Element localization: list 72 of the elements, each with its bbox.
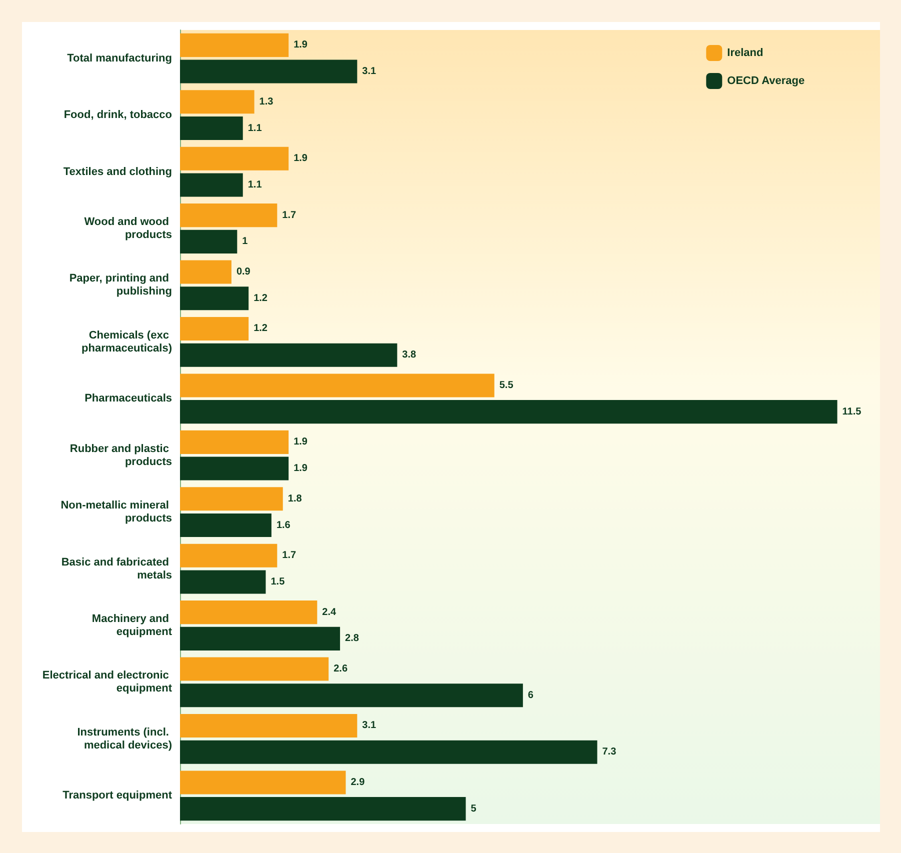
data-label: 6 bbox=[528, 690, 534, 701]
bar bbox=[180, 740, 598, 764]
data-label: 1.2 bbox=[254, 292, 268, 304]
bar bbox=[180, 570, 266, 594]
data-label: 1 bbox=[242, 236, 248, 248]
legend-label: OECD Average bbox=[727, 75, 805, 87]
y-tick-label: Wood and wood products bbox=[84, 216, 172, 241]
bar bbox=[180, 90, 254, 114]
bar bbox=[180, 116, 243, 140]
bar bbox=[180, 286, 249, 310]
y-tick-label: Chemicals (exc pharmaceuticals) bbox=[82, 329, 172, 354]
bar bbox=[180, 544, 278, 568]
y-tick-label: Machinery and equipment bbox=[92, 613, 172, 638]
data-label: 2.4 bbox=[322, 606, 337, 618]
y-tick-label: Total manufacturing bbox=[67, 52, 172, 64]
data-label: 7.3 bbox=[602, 746, 617, 758]
y-tick-label: Rubber and plastic products bbox=[70, 442, 172, 468]
data-label: 5 bbox=[470, 803, 477, 814]
bar bbox=[180, 173, 243, 197]
bar bbox=[180, 456, 289, 480]
bar bbox=[180, 714, 358, 738]
data-label: 1.9 bbox=[294, 463, 308, 474]
data-label: 2.6 bbox=[334, 664, 348, 675]
bar bbox=[180, 400, 838, 424]
bar bbox=[180, 374, 494, 398]
data-label: 1.9 bbox=[294, 40, 308, 51]
y-tick-label: Paper, printing and publishing bbox=[69, 272, 172, 298]
bar bbox=[180, 626, 340, 650]
y-tick-label: Food, drink, tobacco bbox=[64, 109, 172, 122]
data-label: 3.8 bbox=[402, 350, 417, 361]
y-tick-label: Instruments (incl. medical devices) bbox=[77, 726, 172, 752]
y-tick-label: Electrical and electronic equipment bbox=[42, 670, 172, 695]
data-label: 1.9 bbox=[294, 436, 308, 448]
bar bbox=[180, 600, 318, 624]
data-label: 5.5 bbox=[499, 380, 514, 391]
bar bbox=[180, 797, 466, 821]
y-tick-label: Textiles and clothing bbox=[63, 166, 172, 178]
bar bbox=[180, 146, 289, 170]
data-label: 2.8 bbox=[345, 633, 360, 644]
bar bbox=[180, 33, 289, 57]
data-label: 1.1 bbox=[248, 179, 262, 190]
bar bbox=[180, 230, 238, 254]
data-label: 1.2 bbox=[254, 323, 268, 334]
data-label: 11.5 bbox=[842, 406, 862, 418]
bar bbox=[180, 770, 346, 794]
data-label: 1.6 bbox=[276, 520, 291, 531]
bar bbox=[180, 684, 523, 708]
data-label: 3.1 bbox=[362, 720, 377, 732]
data-label: 1.9 bbox=[294, 153, 308, 164]
bar bbox=[180, 657, 329, 681]
data-label: 1.1 bbox=[248, 122, 262, 134]
bar bbox=[180, 204, 278, 228]
y-tick-label: Pharmaceuticals bbox=[84, 392, 172, 405]
bar bbox=[180, 343, 398, 367]
bar bbox=[180, 513, 272, 538]
data-label: 1.8 bbox=[288, 493, 302, 504]
data-label: 0.9 bbox=[236, 266, 251, 278]
data-label: 1.3 bbox=[259, 96, 274, 108]
y-tick-label: Transport equipment bbox=[62, 790, 172, 802]
data-label: 1.7 bbox=[282, 550, 297, 562]
bar bbox=[180, 260, 232, 284]
data-label: 1.7 bbox=[282, 210, 297, 221]
bar bbox=[180, 60, 358, 84]
y-tick-label: Basic and fabricated metals bbox=[61, 556, 172, 582]
data-label: 2.9 bbox=[350, 776, 366, 788]
bar bbox=[180, 430, 289, 454]
bar bbox=[180, 487, 283, 511]
bar bbox=[180, 316, 249, 341]
data-label: 3.1 bbox=[362, 66, 377, 78]
data-label: 1.5 bbox=[270, 576, 286, 588]
legend-label: Ireland bbox=[727, 47, 764, 59]
y-tick-label: Non-metallic mineral products bbox=[60, 500, 172, 525]
